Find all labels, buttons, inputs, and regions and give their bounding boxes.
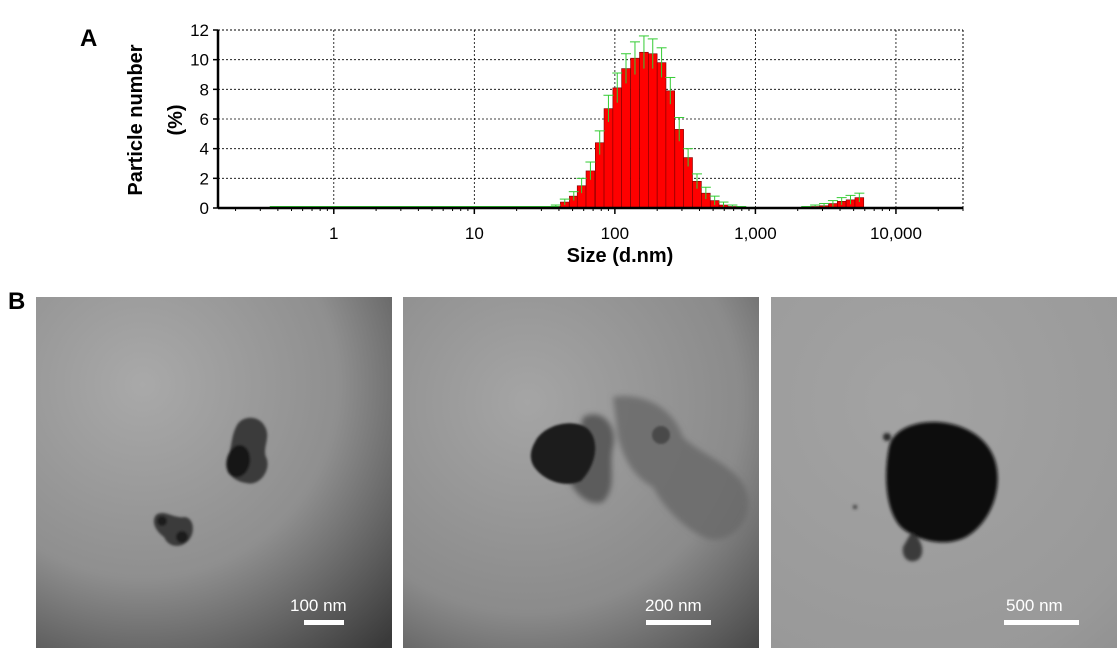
y-tick-label: 8 <box>200 80 209 99</box>
scale-bar-3 <box>1004 620 1079 625</box>
histogram-bar <box>603 108 614 209</box>
size-distribution-chart: 0 2 4 6 8 10 12 1 10 100 1,000 10,000 Size (d.nm) P… <box>125 21 964 267</box>
errorbar-layer <box>269 35 865 208</box>
histogram-bar <box>630 57 640 209</box>
bars-layer <box>551 51 865 209</box>
y-axis-title-line1: Particle number <box>125 44 147 195</box>
histogram-bar <box>621 68 631 209</box>
y-axis-title-line2: (%) <box>165 104 187 135</box>
x-tick-label: 10 <box>465 224 484 243</box>
histogram-bar <box>665 90 676 209</box>
panel-label-b: B <box>8 288 26 315</box>
ticks-layer: 0 2 4 6 8 10 12 1 10 100 1,000 10,000 <box>190 21 964 243</box>
scale-bar-label-3: 500 nm <box>1006 596 1063 615</box>
particle-cluster <box>153 417 268 546</box>
tem-image-1: 100 nm <box>36 297 392 648</box>
y-tick-label: 4 <box>200 140 209 159</box>
y-tick-label: 10 <box>190 51 209 70</box>
x-tick-label: 10,000 <box>870 224 922 243</box>
y-tick-label: 0 <box>200 199 209 218</box>
x-tick-label: 1,000 <box>734 224 777 243</box>
tem-image-3: 500 nm <box>771 297 1117 648</box>
scale-bar-1 <box>304 620 344 625</box>
scale-bar-label-1: 100 nm <box>290 596 347 615</box>
large-particle <box>853 422 998 562</box>
panel-label-a: A <box>80 25 98 52</box>
y-tick-label: 12 <box>190 21 209 40</box>
histogram-bar <box>648 53 658 209</box>
histogram-bar <box>639 51 649 209</box>
scale-bar-label-2: 200 nm <box>645 596 702 615</box>
tem-image-2: 200 nm <box>403 297 759 648</box>
y-tick-label: 2 <box>200 169 209 188</box>
x-tick-label: 100 <box>601 224 629 243</box>
y-tick-label: 6 <box>200 110 209 129</box>
x-tick-label: 1 <box>329 224 338 243</box>
x-axis-title: Size (d.nm) <box>567 245 674 267</box>
histogram-bar <box>612 87 622 209</box>
histogram-bar <box>656 62 667 209</box>
scale-bar-2 <box>646 620 711 625</box>
